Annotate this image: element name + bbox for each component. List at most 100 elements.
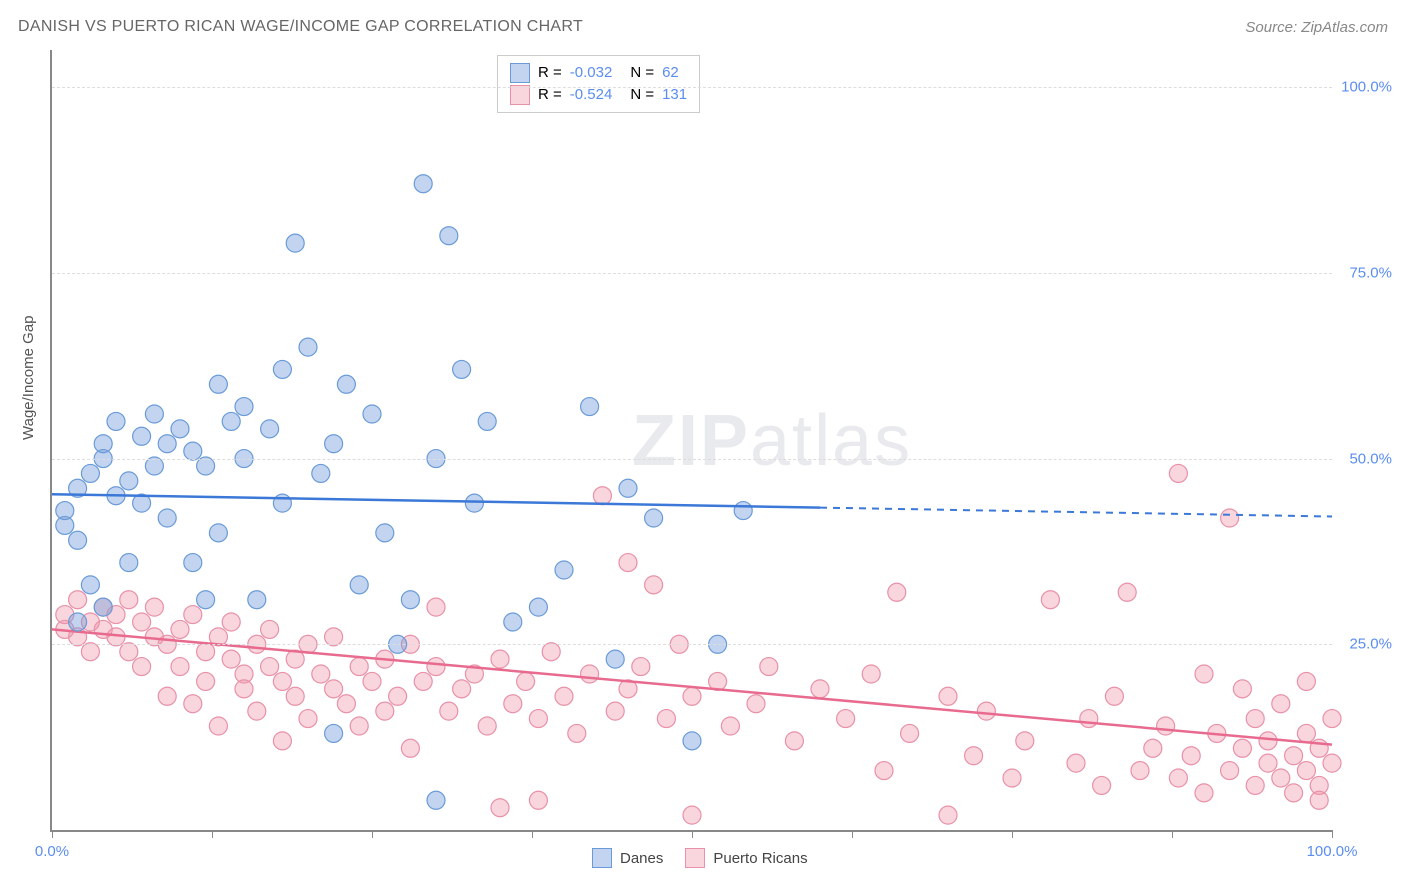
scatter-point-puerto-ricans	[1272, 769, 1290, 787]
scatter-point-danes	[581, 398, 599, 416]
scatter-point-puerto-ricans	[1195, 784, 1213, 802]
scatter-point-danes	[645, 509, 663, 527]
scatter-point-puerto-ricans	[1323, 754, 1341, 772]
trendline-danes	[52, 494, 820, 507]
swatch-danes	[592, 848, 612, 868]
scatter-point-danes	[81, 464, 99, 482]
scatter-point-puerto-ricans	[261, 658, 279, 676]
scatter-point-danes	[440, 227, 458, 245]
gridline	[52, 459, 1332, 460]
scatter-point-danes	[478, 412, 496, 430]
scatter-point-puerto-ricans	[222, 613, 240, 631]
scatter-point-puerto-ricans	[337, 695, 355, 713]
scatter-point-danes	[261, 420, 279, 438]
scatter-point-puerto-ricans	[171, 620, 189, 638]
scatter-point-puerto-ricans	[145, 598, 163, 616]
scatter-point-puerto-ricans	[1221, 509, 1239, 527]
scatter-point-puerto-ricans	[1310, 791, 1328, 809]
scatter-point-danes	[197, 591, 215, 609]
scatter-point-danes	[606, 650, 624, 668]
scatter-point-puerto-ricans	[785, 732, 803, 750]
scatter-point-danes	[286, 234, 304, 252]
scatter-point-puerto-ricans	[811, 680, 829, 698]
xtick	[1332, 830, 1333, 838]
scatter-point-danes	[273, 360, 291, 378]
scatter-point-danes	[337, 375, 355, 393]
scatter-point-puerto-ricans	[197, 643, 215, 661]
scatter-point-puerto-ricans	[363, 672, 381, 690]
scatter-point-puerto-ricans	[69, 591, 87, 609]
chart-header: DANISH VS PUERTO RICAN WAGE/INCOME GAP C…	[18, 18, 1388, 36]
scatter-point-puerto-ricans	[1080, 710, 1098, 728]
scatter-point-puerto-ricans	[939, 806, 957, 824]
scatter-point-puerto-ricans	[1285, 784, 1303, 802]
gridline	[52, 87, 1332, 88]
scatter-point-puerto-ricans	[965, 747, 983, 765]
scatter-point-puerto-ricans	[517, 672, 535, 690]
scatter-point-puerto-ricans	[184, 606, 202, 624]
xtick	[372, 830, 373, 838]
scatter-point-danes	[465, 494, 483, 512]
r-value-danes: -0.032	[570, 62, 613, 84]
scatter-point-puerto-ricans	[120, 591, 138, 609]
scatter-point-puerto-ricans	[862, 665, 880, 683]
scatter-point-puerto-ricans	[1233, 680, 1251, 698]
scatter-point-puerto-ricans	[1169, 769, 1187, 787]
scatter-point-puerto-ricans	[491, 799, 509, 817]
scatter-point-puerto-ricans	[286, 687, 304, 705]
scatter-point-danes	[94, 435, 112, 453]
scatter-point-danes	[120, 472, 138, 490]
scatter-point-puerto-ricans	[542, 643, 560, 661]
ytick-label: 50.0%	[1337, 450, 1392, 467]
scatter-point-puerto-ricans	[1105, 687, 1123, 705]
scatter-point-puerto-ricans	[376, 702, 394, 720]
legend-item-pr: Puerto Ricans	[685, 848, 807, 868]
scatter-point-puerto-ricans	[1016, 732, 1034, 750]
scatter-point-puerto-ricans	[1297, 724, 1315, 742]
scatter-point-puerto-ricans	[222, 650, 240, 668]
scatter-point-danes	[158, 435, 176, 453]
scatter-point-puerto-ricans	[581, 665, 599, 683]
scatter-plot-svg	[52, 50, 1332, 830]
scatter-point-danes	[158, 509, 176, 527]
scatter-point-danes	[529, 598, 547, 616]
scatter-point-puerto-ricans	[248, 702, 266, 720]
scatter-point-danes	[273, 494, 291, 512]
scatter-point-danes	[171, 420, 189, 438]
swatch-puerto-ricans	[685, 848, 705, 868]
scatter-point-danes	[235, 398, 253, 416]
scatter-point-puerto-ricans	[632, 658, 650, 676]
scatter-point-puerto-ricans	[837, 710, 855, 728]
scatter-point-puerto-ricans	[158, 687, 176, 705]
scatter-point-danes	[209, 524, 227, 542]
scatter-point-danes	[363, 405, 381, 423]
xtick	[532, 830, 533, 838]
scatter-point-puerto-ricans	[875, 762, 893, 780]
scatter-point-puerto-ricans	[593, 487, 611, 505]
scatter-point-puerto-ricans	[606, 702, 624, 720]
scatter-point-danes	[325, 435, 343, 453]
gridline	[52, 273, 1332, 274]
scatter-point-puerto-ricans	[1131, 762, 1149, 780]
xtick	[852, 830, 853, 838]
scatter-point-puerto-ricans	[273, 672, 291, 690]
scatter-point-puerto-ricans	[1003, 769, 1021, 787]
scatter-point-puerto-ricans	[401, 739, 419, 757]
scatter-point-puerto-ricans	[901, 724, 919, 742]
scatter-point-danes	[209, 375, 227, 393]
scatter-point-danes	[683, 732, 701, 750]
xtick-label-right: 100.0%	[1307, 843, 1358, 860]
scatter-point-danes	[145, 457, 163, 475]
scatter-point-puerto-ricans	[1246, 776, 1264, 794]
trendline-dashed-danes	[820, 508, 1332, 517]
xtick	[692, 830, 693, 838]
swatch-danes	[510, 63, 530, 83]
scatter-point-danes	[427, 791, 445, 809]
ytick-label: 100.0%	[1337, 79, 1392, 96]
scatter-point-puerto-ricans	[721, 717, 739, 735]
scatter-point-danes	[94, 598, 112, 616]
scatter-point-danes	[222, 412, 240, 430]
scatter-point-danes	[504, 613, 522, 631]
scatter-point-puerto-ricans	[1297, 672, 1315, 690]
scatter-point-danes	[81, 576, 99, 594]
